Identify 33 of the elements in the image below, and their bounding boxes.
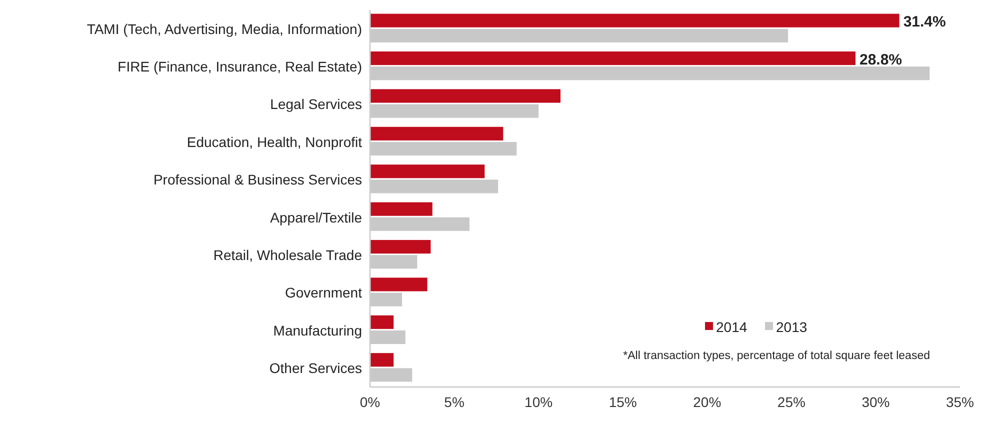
- bar: [370, 14, 900, 28]
- bar: [370, 353, 394, 367]
- annotation: *All transaction types, percentage of total square feet leased: [623, 350, 930, 362]
- x-tick-label: 35%: [946, 394, 974, 410]
- bar: [370, 240, 431, 254]
- y-tick-label: Retail, Wholesale Trade: [213, 246, 362, 263]
- bar: [370, 202, 432, 216]
- legend-label: 2014: [716, 318, 748, 335]
- data-label: 28.8%: [859, 51, 902, 68]
- x-tick-label: 15%: [608, 394, 637, 410]
- y-tick-label: Other Services: [269, 360, 362, 376]
- y-tick-label: TAMI (Tech, Advertising, Media, Information): [86, 20, 362, 37]
- y-tick-label: FIRE (Finance, Insurance, Real Estate): [118, 58, 362, 74]
- y-tick-label: Government: [284, 284, 362, 301]
- legend-label: 2013: [776, 318, 808, 335]
- bar: [370, 89, 560, 103]
- bar: [370, 315, 394, 329]
- y-tick-label: Manufacturing: [273, 322, 362, 338]
- y-tick-label: Professional & Business Services: [153, 172, 362, 188]
- data-label: 31.4%: [903, 14, 946, 31]
- x-tick-label: 5%: [444, 394, 464, 410]
- bar: [370, 164, 485, 178]
- x-tick-label: 10%: [524, 394, 553, 410]
- y-tick-label: Apparel/Textile: [270, 209, 362, 226]
- bar: [370, 51, 856, 66]
- x-tick-label: 30%: [862, 394, 890, 410]
- bar: [370, 278, 428, 292]
- y-tick-label: Legal Services: [270, 96, 362, 112]
- x-tick-label: 20%: [693, 394, 722, 410]
- bar: [370, 126, 504, 140]
- y-tick-label: Education, Health, Nonprofit: [186, 134, 362, 150]
- x-tick-label: 25%: [777, 394, 806, 410]
- x-tick-label: 0%: [360, 394, 380, 410]
